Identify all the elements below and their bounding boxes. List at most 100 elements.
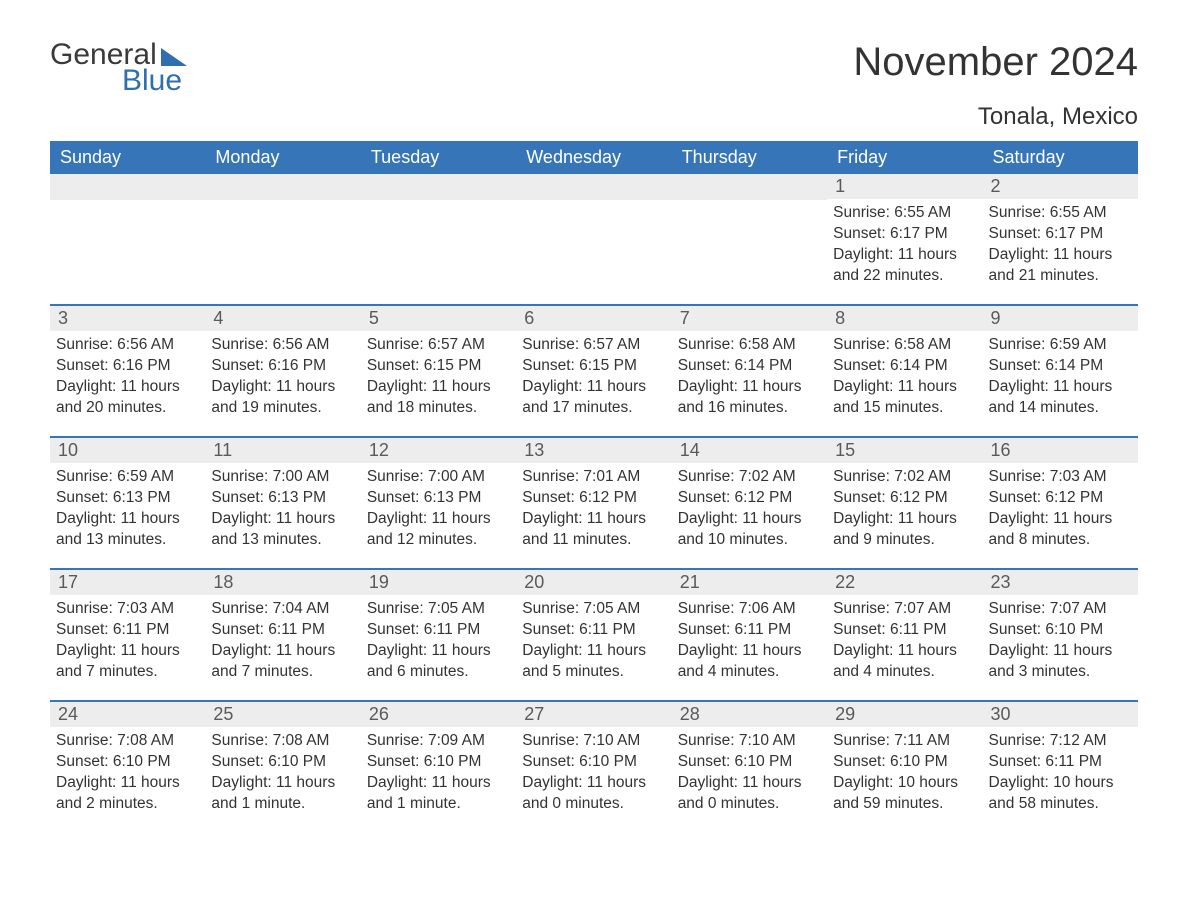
day-cell: 21Sunrise: 7:06 AMSunset: 6:11 PMDayligh… — [672, 570, 827, 700]
sunset-line: Sunset: 6:11 PM — [211, 620, 354, 641]
day-cell: 28Sunrise: 7:10 AMSunset: 6:10 PMDayligh… — [672, 702, 827, 832]
day-number: 29 — [827, 702, 982, 727]
sunset-line: Sunset: 6:11 PM — [56, 620, 199, 641]
sunrise-line: Sunrise: 7:02 AM — [833, 467, 976, 488]
daylight-line: Daylight: 11 hours and 8 minutes. — [989, 509, 1132, 551]
daylight-line: Daylight: 11 hours and 22 minutes. — [833, 245, 976, 287]
sunset-line: Sunset: 6:12 PM — [522, 488, 665, 509]
day-cell: 19Sunrise: 7:05 AMSunset: 6:11 PMDayligh… — [361, 570, 516, 700]
day-cell: 13Sunrise: 7:01 AMSunset: 6:12 PMDayligh… — [516, 438, 671, 568]
day-number: 20 — [516, 570, 671, 595]
sunset-line: Sunset: 6:11 PM — [989, 752, 1132, 773]
day-cell: 25Sunrise: 7:08 AMSunset: 6:10 PMDayligh… — [205, 702, 360, 832]
sunrise-line: Sunrise: 6:56 AM — [56, 335, 199, 356]
day-cell: 14Sunrise: 7:02 AMSunset: 6:12 PMDayligh… — [672, 438, 827, 568]
day-cell: 6Sunrise: 6:57 AMSunset: 6:15 PMDaylight… — [516, 306, 671, 436]
sunset-line: Sunset: 6:11 PM — [522, 620, 665, 641]
day-body: Sunrise: 7:08 AMSunset: 6:10 PMDaylight:… — [50, 727, 205, 825]
day-body: Sunrise: 6:55 AMSunset: 6:17 PMDaylight:… — [983, 199, 1138, 297]
day-number: 16 — [983, 438, 1138, 463]
sunset-line: Sunset: 6:11 PM — [833, 620, 976, 641]
sunrise-line: Sunrise: 6:58 AM — [833, 335, 976, 356]
daylight-line: Daylight: 11 hours and 13 minutes. — [211, 509, 354, 551]
day-body: Sunrise: 7:00 AMSunset: 6:13 PMDaylight:… — [361, 463, 516, 561]
sunset-line: Sunset: 6:10 PM — [989, 620, 1132, 641]
day-body: Sunrise: 7:01 AMSunset: 6:12 PMDaylight:… — [516, 463, 671, 561]
day-number: 2 — [983, 174, 1138, 199]
day-cell: 15Sunrise: 7:02 AMSunset: 6:12 PMDayligh… — [827, 438, 982, 568]
daylight-line: Daylight: 10 hours and 59 minutes. — [833, 773, 976, 815]
day-cell: 20Sunrise: 7:05 AMSunset: 6:11 PMDayligh… — [516, 570, 671, 700]
day-number: 30 — [983, 702, 1138, 727]
day-cell: 2Sunrise: 6:55 AMSunset: 6:17 PMDaylight… — [983, 174, 1138, 304]
daylight-line: Daylight: 11 hours and 19 minutes. — [211, 377, 354, 419]
week-row: 24Sunrise: 7:08 AMSunset: 6:10 PMDayligh… — [50, 700, 1138, 832]
logo-text-blue: Blue — [122, 66, 187, 96]
month-title: November 2024 — [853, 40, 1138, 85]
daylight-line: Daylight: 11 hours and 5 minutes. — [522, 641, 665, 683]
day-number: 10 — [50, 438, 205, 463]
sunrise-line: Sunrise: 7:07 AM — [833, 599, 976, 620]
sunset-line: Sunset: 6:15 PM — [367, 356, 510, 377]
day-number: 9 — [983, 306, 1138, 331]
day-number: 12 — [361, 438, 516, 463]
day-body: Sunrise: 6:58 AMSunset: 6:14 PMDaylight:… — [827, 331, 982, 429]
daylight-line: Daylight: 11 hours and 16 minutes. — [678, 377, 821, 419]
day-body: Sunrise: 7:00 AMSunset: 6:13 PMDaylight:… — [205, 463, 360, 561]
day-cell — [205, 174, 360, 304]
day-cell: 12Sunrise: 7:00 AMSunset: 6:13 PMDayligh… — [361, 438, 516, 568]
sunrise-line: Sunrise: 7:10 AM — [678, 731, 821, 752]
day-number: 3 — [50, 306, 205, 331]
calendar: SundayMondayTuesdayWednesdayThursdayFrid… — [50, 141, 1138, 832]
day-cell: 23Sunrise: 7:07 AMSunset: 6:10 PMDayligh… — [983, 570, 1138, 700]
day-cell: 1Sunrise: 6:55 AMSunset: 6:17 PMDaylight… — [827, 174, 982, 304]
day-number: 6 — [516, 306, 671, 331]
day-header: Wednesday — [516, 141, 671, 174]
day-body: Sunrise: 7:10 AMSunset: 6:10 PMDaylight:… — [672, 727, 827, 825]
daylight-line: Daylight: 11 hours and 15 minutes. — [833, 377, 976, 419]
day-body: Sunrise: 6:58 AMSunset: 6:14 PMDaylight:… — [672, 331, 827, 429]
sunrise-line: Sunrise: 6:57 AM — [367, 335, 510, 356]
day-number: 25 — [205, 702, 360, 727]
sunrise-line: Sunrise: 7:09 AM — [367, 731, 510, 752]
day-cell: 3Sunrise: 6:56 AMSunset: 6:16 PMDaylight… — [50, 306, 205, 436]
sunset-line: Sunset: 6:10 PM — [56, 752, 199, 773]
day-header: Tuesday — [361, 141, 516, 174]
day-cell: 26Sunrise: 7:09 AMSunset: 6:10 PMDayligh… — [361, 702, 516, 832]
daylight-line: Daylight: 11 hours and 13 minutes. — [56, 509, 199, 551]
day-header: Sunday — [50, 141, 205, 174]
day-number: 7 — [672, 306, 827, 331]
daylight-line: Daylight: 11 hours and 21 minutes. — [989, 245, 1132, 287]
day-body: Sunrise: 6:56 AMSunset: 6:16 PMDaylight:… — [50, 331, 205, 429]
sunrise-line: Sunrise: 6:59 AM — [56, 467, 199, 488]
day-cell: 30Sunrise: 7:12 AMSunset: 6:11 PMDayligh… — [983, 702, 1138, 832]
title-block: November 2024 Tonala, Mexico — [853, 40, 1138, 131]
daylight-line: Daylight: 11 hours and 2 minutes. — [56, 773, 199, 815]
daylight-line: Daylight: 11 hours and 6 minutes. — [367, 641, 510, 683]
day-body: Sunrise: 7:12 AMSunset: 6:11 PMDaylight:… — [983, 727, 1138, 825]
sunrise-line: Sunrise: 7:00 AM — [211, 467, 354, 488]
sunrise-line: Sunrise: 7:04 AM — [211, 599, 354, 620]
sunset-line: Sunset: 6:13 PM — [56, 488, 199, 509]
empty-day-bar — [516, 174, 671, 200]
day-cell: 16Sunrise: 7:03 AMSunset: 6:12 PMDayligh… — [983, 438, 1138, 568]
sunset-line: Sunset: 6:11 PM — [367, 620, 510, 641]
sunrise-line: Sunrise: 7:10 AM — [522, 731, 665, 752]
day-header: Thursday — [672, 141, 827, 174]
daylight-line: Daylight: 11 hours and 20 minutes. — [56, 377, 199, 419]
day-number: 8 — [827, 306, 982, 331]
week-row: 3Sunrise: 6:56 AMSunset: 6:16 PMDaylight… — [50, 304, 1138, 436]
day-body: Sunrise: 7:07 AMSunset: 6:11 PMDaylight:… — [827, 595, 982, 693]
sunset-line: Sunset: 6:16 PM — [211, 356, 354, 377]
day-body: Sunrise: 6:56 AMSunset: 6:16 PMDaylight:… — [205, 331, 360, 429]
daylight-line: Daylight: 10 hours and 58 minutes. — [989, 773, 1132, 815]
sunset-line: Sunset: 6:11 PM — [678, 620, 821, 641]
sunrise-line: Sunrise: 7:01 AM — [522, 467, 665, 488]
day-number: 18 — [205, 570, 360, 595]
day-number: 23 — [983, 570, 1138, 595]
day-cell: 22Sunrise: 7:07 AMSunset: 6:11 PMDayligh… — [827, 570, 982, 700]
sunset-line: Sunset: 6:14 PM — [678, 356, 821, 377]
day-number: 27 — [516, 702, 671, 727]
logo: General Blue — [50, 40, 187, 96]
day-number: 28 — [672, 702, 827, 727]
